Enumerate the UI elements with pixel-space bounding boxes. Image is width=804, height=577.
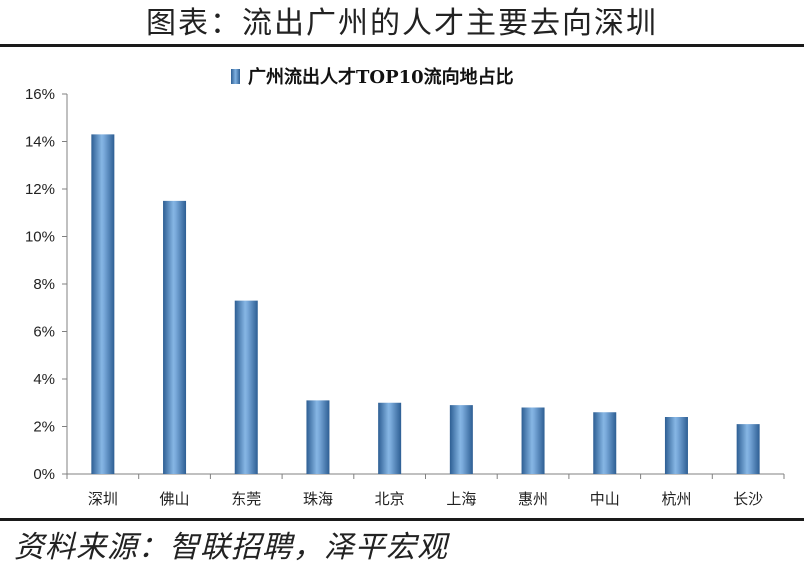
x-tick-label: 中山 <box>590 490 620 508</box>
bar <box>449 405 473 474</box>
x-tick-label: 佛山 <box>160 490 190 508</box>
bar <box>91 134 115 474</box>
x-tick-label: 珠海 <box>303 490 333 508</box>
figure-title: 图表：流出广州的人才主要去向深圳 <box>146 6 658 41</box>
y-tick-label: 16% <box>25 86 55 103</box>
legend-label: 广州流出人才TOP10流向地占比 <box>248 67 514 88</box>
chart-bars <box>91 134 760 474</box>
x-tick-label: 深圳 <box>88 490 118 508</box>
x-tick-label: 北京 <box>375 490 405 508</box>
x-tick-label: 东莞 <box>231 490 261 508</box>
y-tick-label: 0% <box>33 466 55 483</box>
chart-labels: 0% 2% 4% 6% 8% 10% 12% 14% 16% 深圳 佛山 东莞 珠海 北京 上海 惠州 中山 杭州… <box>25 86 763 508</box>
bar <box>234 300 258 474</box>
y-tick-label: 14% <box>25 134 55 151</box>
x-tick-label: 长沙 <box>733 490 763 508</box>
bar <box>378 402 402 474</box>
chart-legend: 广州流出人才TOP10流向地占比 <box>231 64 514 88</box>
bar <box>593 412 617 474</box>
y-tick-label: 12% <box>25 181 55 198</box>
title-rule <box>0 44 804 47</box>
y-tick-label: 6% <box>33 324 55 341</box>
y-tick-label: 4% <box>33 371 55 388</box>
legend-swatch <box>231 68 240 84</box>
y-tick-label: 10% <box>25 229 55 246</box>
x-tick-label: 上海 <box>446 490 476 508</box>
y-tick-label: 2% <box>33 419 55 436</box>
bar <box>521 407 545 474</box>
bar <box>664 417 688 474</box>
x-tick-label: 惠州 <box>518 490 548 508</box>
chart-axes <box>62 93 785 479</box>
bar <box>163 200 187 474</box>
source-note: 资料来源：智联招聘，泽平宏观 <box>14 530 448 565</box>
x-tick-label: 杭州 <box>661 490 691 508</box>
y-tick-label: 8% <box>33 276 55 293</box>
bar <box>736 424 760 474</box>
bar <box>306 400 330 474</box>
source-rule <box>0 518 804 521</box>
